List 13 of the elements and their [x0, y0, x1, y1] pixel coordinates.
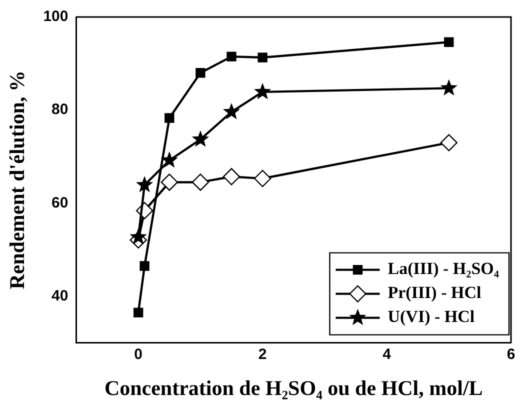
legend-label: La(III) - H₂SO₄	[388, 259, 499, 278]
legend-label: Pr(III) - HCl	[388, 283, 482, 302]
legend-label: U(VI) - HCl	[388, 307, 475, 326]
y-tick-label: 80	[52, 101, 68, 118]
y-tick-label: 60	[52, 194, 68, 212]
x-tick-label: 6	[506, 346, 516, 363]
x-tick-label: 4	[382, 346, 392, 363]
x-tick-label: 2	[258, 346, 267, 363]
x-tick-label: 0	[134, 346, 143, 363]
y-tick-label: 100	[43, 8, 68, 26]
y-tick-label: 40	[52, 287, 68, 304]
x-axis-title: Concentration de H₂SO₄ ou de HCl, mol/L	[104, 376, 483, 400]
y-axis-title: Rendement d'élution, %	[5, 70, 30, 290]
